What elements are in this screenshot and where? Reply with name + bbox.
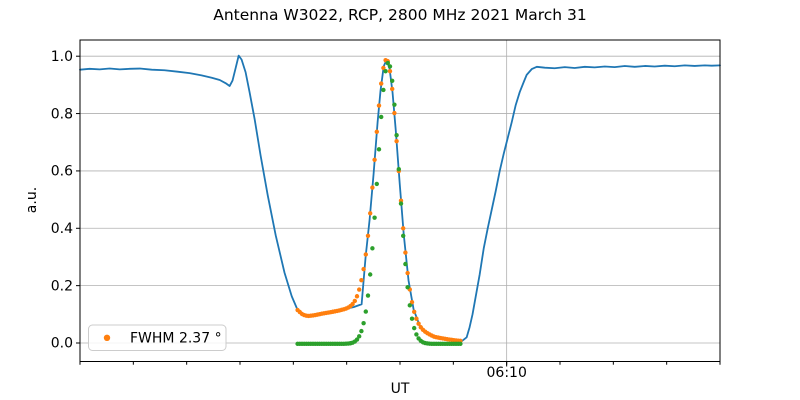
dot-gaussian-fit (381, 87, 386, 93)
series-total-power-scan (79, 54, 721, 343)
dot-drift-scan-data (361, 266, 366, 272)
dot-gaussian-fit (357, 334, 362, 339)
dot-drift-scan-data (365, 233, 371, 238)
legend-marker-icon (103, 334, 111, 341)
x-tick-label: 06:10 (487, 365, 527, 381)
dot-gaussian-fit (374, 181, 379, 187)
y-tick-label: 0.8 (51, 106, 73, 122)
dot-gaussian-fit (372, 215, 377, 220)
dot-gaussian-fit (392, 102, 397, 107)
dot-gaussian-fit (368, 272, 373, 277)
dot-drift-scan-data (379, 81, 384, 86)
tick-marks (76, 55, 721, 367)
dot-gaussian-fit (354, 337, 360, 342)
y-tick-labels: 1.0 0.8 0.6 0.4 0.2 0.0 (51, 49, 73, 352)
series-drift-scan-data (295, 57, 463, 344)
dot-drift-scan-data (394, 138, 399, 144)
line-total-power-scan (79, 54, 721, 343)
legend-label: FWHM 2.37 ° (130, 331, 222, 347)
chart-title: Antenna W3022, RCP, 2800 MHz 2021 March … (213, 6, 587, 24)
dot-gaussian-fit (370, 246, 375, 251)
plot-area (76, 40, 721, 367)
dot-gaussian-fit (394, 132, 399, 138)
dot-gaussian-fit (361, 320, 366, 326)
dot-drift-scan-data (372, 157, 377, 162)
dot-drift-scan-data (370, 185, 375, 190)
y-tick-label: 1.0 (51, 49, 73, 65)
dot-gaussian-fit (383, 69, 388, 74)
dot-gaussian-fit (407, 303, 412, 308)
y-tick-label: 0.4 (51, 221, 73, 237)
dot-drift-scan-data (350, 301, 355, 307)
dot-drift-scan-data (409, 300, 415, 305)
dot-gaussian-fit (409, 316, 415, 321)
dot-drift-scan-data (357, 287, 362, 292)
dot-gaussian-fit (363, 309, 368, 314)
x-axis-label: UT (391, 381, 410, 397)
dot-drift-scan-data (376, 103, 382, 108)
series-gaussian-fit (295, 60, 463, 347)
dot-drift-scan-data (352, 298, 357, 304)
legend-box (88, 324, 227, 351)
y-tick-label: 0.0 (51, 336, 73, 352)
dot-gaussian-fit (398, 201, 404, 206)
y-tick-label: 0.2 (51, 278, 73, 294)
dot-drift-scan-data (392, 110, 397, 116)
dot-gaussian-fit (390, 78, 395, 84)
dot-drift-scan-data (387, 68, 393, 74)
legend: FWHM 2.37 ° (88, 324, 227, 351)
dot-drift-scan-data (390, 86, 395, 92)
dot-gaussian-fit (359, 328, 364, 334)
axes-spines (79, 39, 721, 362)
dot-drift-scan-data (374, 129, 379, 134)
dot-drift-scan-data (359, 278, 364, 283)
y-tick-label: 0.6 (51, 164, 73, 180)
y-axis-label: a.u. (24, 187, 40, 213)
dot-drift-scan-data (403, 250, 408, 255)
dot-gaussian-fit (414, 332, 419, 337)
dot-gaussian-fit (396, 166, 401, 172)
dot-gaussian-fit (401, 233, 406, 239)
dot-gaussian-fit (385, 60, 390, 66)
dot-gaussian-fit (403, 261, 408, 267)
dot-drift-scan-data (401, 226, 406, 231)
dot-gaussian-fit (412, 325, 417, 331)
dot-drift-scan-data (412, 309, 417, 314)
dot-drift-scan-data (381, 65, 386, 71)
dot-drift-scan-data (416, 321, 421, 326)
dot-drift-scan-data (354, 294, 360, 299)
dot-drift-scan-data (414, 316, 419, 321)
dot-gaussian-fit (387, 64, 393, 69)
dot-drift-scan-data (405, 270, 410, 276)
dot-drift-scan-data (368, 211, 373, 216)
dot-gaussian-fit (405, 285, 410, 290)
dot-gaussian-fit (458, 341, 463, 347)
dot-gaussian-fit (376, 147, 382, 152)
dot-drift-scan-data (363, 252, 368, 257)
dot-gaussian-fit (365, 293, 371, 298)
dot-gaussian-fit (379, 114, 384, 120)
